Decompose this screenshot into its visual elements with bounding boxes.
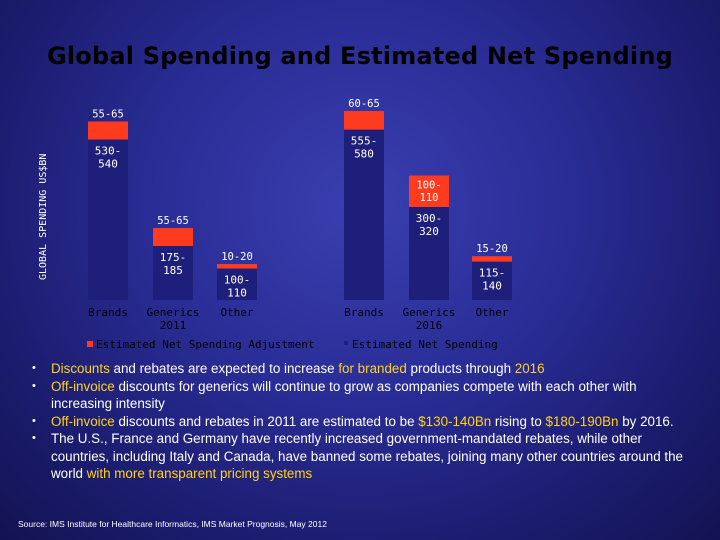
highlight-text: $130-140Bn bbox=[418, 413, 492, 429]
bar-net-generics-2016-2016 bbox=[409, 207, 449, 300]
slide-title: Global Spending and Estimated Net Spendi… bbox=[46, 42, 673, 70]
bullet-text: by 2016. bbox=[618, 413, 674, 429]
label-adjustment-brands-2016: 60-65 bbox=[348, 98, 380, 110]
bar-net-generics-2011-2011 bbox=[153, 246, 193, 300]
bar-adjustment-other-2011 bbox=[217, 264, 257, 269]
label-net-brands-2016: 555-580 bbox=[351, 135, 378, 161]
bullet-text: and rebates are expected to increase bbox=[109, 361, 339, 376]
source-note: Source: IMS Institute for Healthcare Inf… bbox=[18, 519, 327, 529]
bullet-item: Off-invoice discounts and rebates in 201… bbox=[30, 413, 700, 431]
highlight-text: with more transparent pricing systems bbox=[86, 466, 313, 481]
category-label-brands-2011: Brands bbox=[88, 306, 128, 319]
bullet-item: Off-invoice discounts for generics will … bbox=[30, 378, 700, 413]
bar-adjustment-brands-2011 bbox=[88, 121, 128, 140]
category-label-brands-2016: Brands bbox=[344, 306, 384, 319]
label-net-brands-2011: 530-540 bbox=[95, 145, 122, 171]
highlight-text: Off-invoice bbox=[51, 378, 115, 394]
label-adjustment-brands-2011: 55-65 bbox=[92, 109, 124, 121]
bullet-text: rising to bbox=[491, 413, 546, 429]
y-axis-label: GLOBAL SPENDING US$BN bbox=[38, 154, 49, 280]
label-adjustment-other-2016: 15-20 bbox=[476, 243, 508, 255]
category-label-other-2011: Other bbox=[220, 306, 253, 319]
legend-swatch-adjustment bbox=[87, 341, 93, 347]
bullet-text: discounts and rebates in 2011 are estima… bbox=[114, 413, 419, 429]
bullet-text: products through bbox=[406, 361, 515, 376]
category-label-generics-2011-2011: Generics 2011 bbox=[147, 306, 200, 332]
highlight-text: Off-invoice bbox=[51, 413, 115, 429]
bar-adjustment-generics-2011-2011 bbox=[153, 228, 193, 246]
legend-label-net: Estimated Net Spending bbox=[352, 338, 498, 351]
legend-swatch-net bbox=[344, 341, 348, 345]
bar-net-brands-2016 bbox=[344, 129, 384, 300]
category-label-other-2016: Other bbox=[475, 306, 508, 319]
bullet-item: The U.S., France and Germany have recent… bbox=[30, 430, 700, 483]
bullet-text: The U.S., France and Germany have recent… bbox=[51, 431, 683, 481]
highlight-text: for branded bbox=[338, 361, 407, 376]
label-adjustment-other-2011: 10-20 bbox=[221, 251, 253, 263]
bullet-item: Discounts and rebates are expected to in… bbox=[30, 360, 700, 378]
bar-adjustment-other-2016 bbox=[472, 256, 512, 262]
category-label-generics-2016-2016: Generics 2016 bbox=[403, 306, 456, 332]
label-net-other-2011: 100-110 bbox=[224, 274, 251, 300]
bar-adjustment-brands-2016 bbox=[344, 111, 384, 130]
legend-label-adjustment: Estimated Net Spending Adjustment bbox=[96, 338, 315, 351]
highlight-text: Discounts bbox=[51, 361, 110, 376]
highlight-text: $180-190Bn bbox=[545, 413, 619, 429]
label-net-generics-2011-2011: 175-185 bbox=[160, 251, 187, 277]
bar-net-brands-2011 bbox=[88, 139, 128, 300]
bullet-list: Discounts and rebates are expected to in… bbox=[30, 360, 700, 483]
highlight-text: 2016 bbox=[514, 361, 545, 376]
bar-adjustment-generics-2016-2016 bbox=[409, 175, 449, 207]
bar-net-other-2016 bbox=[472, 261, 512, 300]
label-adjustment-generics-2016-2016: 100-110 bbox=[416, 180, 441, 205]
bar-net-other-2011 bbox=[217, 268, 257, 300]
label-net-generics-2016-2016: 300-320 bbox=[416, 212, 443, 238]
bullet-text: discounts for generics will continue to … bbox=[51, 378, 637, 412]
label-adjustment-generics-2011-2011: 55-65 bbox=[157, 215, 189, 227]
label-net-other-2016: 115-140 bbox=[479, 267, 506, 293]
